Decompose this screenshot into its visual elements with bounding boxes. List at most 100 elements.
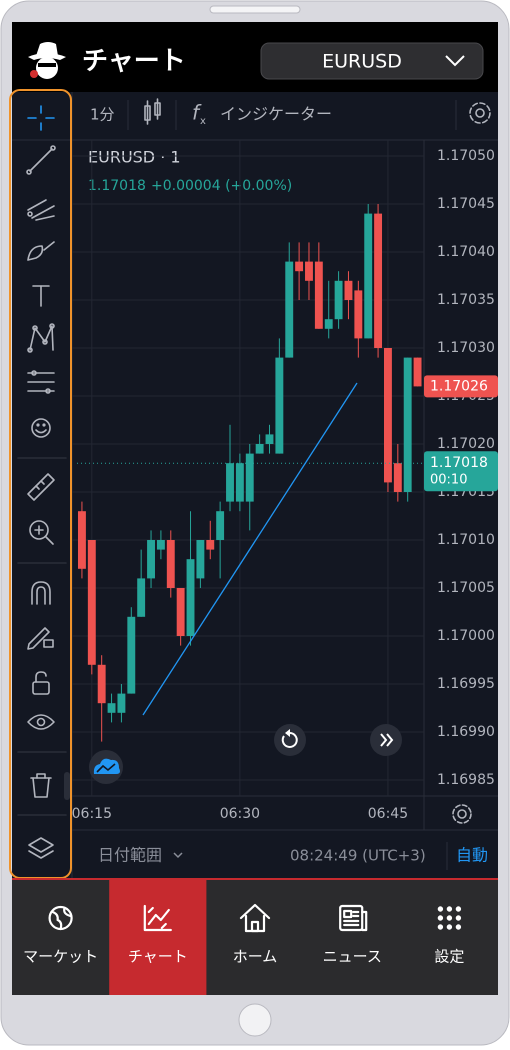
chart-title: EURUSD · 1 [88,148,181,167]
fib-tool[interactable] [27,370,55,394]
candle-body [137,578,146,617]
date-range[interactable]: 日付範囲 [98,846,162,865]
y-tick-label: 1.17035 [437,292,495,308]
y-tick-label: 1.17045 [437,196,495,212]
lock-drawing-tool[interactable] [27,627,54,650]
scroll-right-button[interactable] [370,724,402,756]
candle-body [295,261,304,272]
candle-body [107,703,116,713]
nav-label[interactable]: マーケット [23,948,98,966]
settings-icon[interactable] [469,102,491,124]
y-tick-label: 1.17050 [437,148,495,164]
candle-body [127,616,136,694]
home-button[interactable] [238,1003,272,1037]
chevron [173,852,183,859]
magnet-tool[interactable] [31,581,51,605]
plot [72,140,424,796]
candle-body [206,540,215,550]
y-tick-label: 1.17000 [437,628,495,644]
y-tick-label: 1.17030 [437,340,495,356]
lock-tool[interactable] [32,671,50,695]
candle-body [364,213,373,339]
candle-body [87,540,96,665]
candle-body [403,357,412,492]
y-tick-label: 1.17040 [437,244,495,260]
last-price: 1.17018 [88,178,146,194]
candle-body [166,540,175,588]
nav-icon [48,905,73,931]
candle-body [147,540,155,579]
fork-tool[interactable] [27,199,55,221]
app-title: チャート [82,47,186,77]
toolbar-handle[interactable] [64,772,70,800]
time-axis-settings[interactable] [452,804,472,824]
logo [28,42,66,79]
candle-body [275,357,284,454]
auto-scale[interactable]: 自動 [456,846,488,865]
candle-body [156,540,165,550]
nav-active-bg [109,880,207,995]
fx-icon: f [192,101,202,125]
price-marker-label: 1.17026 [430,378,488,394]
visibility-tool[interactable] [27,714,55,730]
price-marker-label: 1.17018 [430,455,488,471]
cloud-button[interactable] [89,750,123,784]
candle-body [285,261,294,358]
x-tick-label: 06:30 [220,806,260,822]
candle-body [384,348,392,483]
candle-body [393,463,402,492]
candle-body [196,540,205,579]
y-tick-label: 1.16990 [437,724,495,740]
nav-label[interactable]: ニュース [323,948,382,966]
y-tick-label: 1.17005 [437,580,495,596]
symbol-select[interactable] [260,42,484,80]
nav-bar [12,880,498,995]
countdown: 00:10 [430,473,467,488]
candle-body [334,280,343,320]
nav-label[interactable]: チャート [128,948,188,966]
emoji-tool[interactable] [31,418,51,438]
candle-body [176,588,185,636]
candle-body [344,280,353,300]
reset-button[interactable] [274,724,306,756]
drawing-tools [17,105,67,859]
candle-body [314,261,323,329]
nav: マーケット チャート ホーム ニュース 設定 [23,880,464,995]
candle-body [216,511,225,540]
y-tick-label: 1.16985 [437,772,495,788]
nav-icon [339,904,368,932]
trend-line-drawing[interactable] [142,382,358,716]
nav-label[interactable]: 設定 [434,948,464,966]
candle-body [265,434,274,444]
candle-body [324,319,333,329]
candle-body [226,463,234,502]
ruler-tool[interactable] [27,473,55,501]
chart-panel [12,92,498,878]
x-tick-label: 06:15 [72,806,112,822]
candle-body [186,559,195,636]
clock: 08:24:49 (UTC+3) [290,847,426,865]
text-tool[interactable] [32,285,50,307]
indicators[interactable]: インジケーター [220,105,332,124]
pattern-tool[interactable] [27,323,55,353]
speaker [209,5,301,14]
line-tool[interactable] [26,145,56,175]
zoom-tool[interactable] [29,520,54,545]
y-tick-label: 1.17020 [437,436,495,452]
brush-tool[interactable] [27,241,55,261]
price-marker [424,375,498,398]
nav-label[interactable]: ホーム [233,948,278,966]
candle-body [235,463,244,502]
fx-icon: x [200,116,206,127]
interval[interactable]: 1分 [90,106,115,124]
candle-body [97,664,106,704]
delete-tool[interactable] [30,773,52,798]
nav-icon [143,904,172,932]
crosshair-tool[interactable] [27,105,55,131]
price-change: +0.00004 (+0.00%) [151,178,292,194]
candle-type-icon[interactable] [144,98,161,125]
layers-tool[interactable] [28,837,54,859]
nav-icon [239,903,271,933]
symbol: EURUSD [322,51,402,73]
